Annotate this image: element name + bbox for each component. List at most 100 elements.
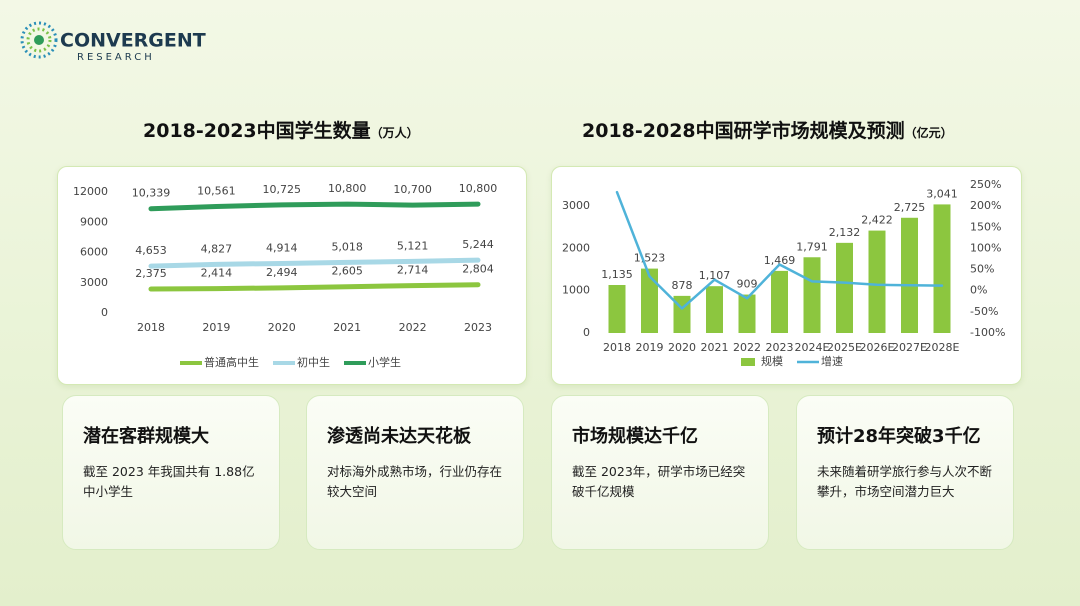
data-label: 4,914 (266, 241, 298, 254)
legend-swatch (741, 358, 755, 366)
x-tick-label: 2027E (892, 341, 927, 354)
y2-tick-label: 200% (970, 199, 1001, 212)
card-text: 未来随着研学旅行参与人次不断攀升，市场空间潜力巨大 (817, 464, 993, 499)
bar (836, 242, 853, 333)
card: 渗透尚未达天花板对标海外成熟市场，行业仍存在较大空间 (306, 395, 524, 550)
data-label: 909 (737, 278, 758, 291)
x-tick-label: 2019 (202, 321, 230, 334)
y-tick-label: 12000 (73, 185, 108, 198)
data-label: 1,135 (601, 268, 633, 281)
data-label: 5,018 (331, 240, 363, 253)
y-tick-label: 2000 (562, 241, 590, 254)
line (148, 282, 481, 292)
y-tick-label: 0 (583, 326, 590, 339)
data-label: 10,800 (459, 182, 498, 195)
logo-name: CONVERGENT (60, 30, 206, 52)
bar (901, 217, 918, 333)
x-tick-label: 2020 (668, 341, 696, 354)
card: 预计28年突破3千亿未来随着研学旅行参与人次不断攀升，市场空间潜力巨大 (796, 395, 1014, 550)
chart-unit: （万人） (370, 126, 419, 140)
y2-tick-label: 250% (970, 178, 1001, 191)
data-label: 3,041 (926, 187, 958, 200)
chart-unit: （亿元） (904, 126, 953, 140)
data-label: 2,804 (462, 263, 494, 276)
y-tick-label: 0 (101, 306, 108, 319)
logo-sub: RESEARCH (77, 52, 155, 63)
bar (608, 285, 626, 333)
data-label: 2,605 (331, 265, 363, 278)
card-text: 截至 2023年，研学市场已经突破千亿规模 (572, 464, 746, 499)
data-label: 2,725 (894, 201, 926, 214)
card-title: 潜在客群规模大 (83, 426, 209, 447)
data-label: 10,561 (197, 185, 236, 198)
data-label: 10,700 (393, 183, 432, 196)
x-tick-label: 2018 (603, 341, 631, 354)
x-tick-label: 2025E (827, 341, 862, 354)
data-label: 5,121 (397, 239, 429, 252)
y2-tick-label: 150% (970, 220, 1001, 233)
y-tick-label: 3000 (562, 199, 590, 212)
x-tick-label: 2018 (137, 321, 165, 334)
data-label: 5,244 (462, 238, 494, 251)
legend-label: 增速 (821, 354, 843, 368)
y2-tick-label: -50% (970, 305, 998, 318)
data-label: 1,107 (699, 269, 731, 282)
y2-tick-label: -100% (970, 326, 1005, 339)
data-label: 1,791 (796, 240, 828, 253)
card-text: 截至 2023 年我国共有 1.88亿中小学生 (83, 464, 255, 499)
data-label: 10,800 (328, 182, 367, 195)
y2-tick-label: 0% (970, 284, 987, 297)
x-tick-label: 2021 (333, 321, 361, 334)
legend-label: 规模 (761, 354, 783, 368)
data-label: 10,725 (263, 183, 302, 196)
x-tick-label: 2026E (860, 341, 895, 354)
x-tick-label: 2028E (925, 341, 960, 354)
bar (803, 257, 821, 333)
data-label: 4,827 (201, 242, 233, 255)
data-label: 2,375 (135, 267, 167, 280)
line (148, 201, 481, 212)
x-tick-label: 2022 (733, 341, 761, 354)
x-tick-label: 2020 (268, 321, 296, 334)
legend-label: 普通高中生 (204, 355, 259, 369)
x-tick-label: 2023 (464, 321, 492, 334)
y-tick-label: 1000 (562, 284, 590, 297)
card: 市场规模达千亿截至 2023年，研学市场已经突破千亿规模 (551, 395, 769, 550)
card-title: 市场规模达千亿 (572, 426, 698, 447)
y2-tick-label: 50% (970, 263, 994, 276)
data-label: 878 (672, 279, 693, 292)
x-tick-label: 2021 (701, 341, 729, 354)
legend-label: 初中生 (297, 355, 330, 369)
data-label: 2,714 (397, 264, 429, 277)
card-text: 对标海外成熟市场，行业仍存在较大空间 (327, 464, 503, 499)
legend-label: 小学生 (368, 355, 401, 369)
x-tick-label: 2023 (766, 341, 794, 354)
bar (868, 230, 886, 333)
card: 潜在客群规模大截至 2023 年我国共有 1.88亿中小学生 (62, 395, 280, 550)
y-tick-label: 6000 (80, 246, 108, 259)
bar (771, 270, 788, 333)
data-label: 2,422 (861, 214, 893, 227)
y-tick-label: 9000 (80, 215, 108, 228)
bar (738, 294, 756, 333)
x-tick-label: 2022 (399, 321, 427, 334)
data-label: 4,653 (135, 244, 167, 257)
chart-title: 2018-2023中国学生数量（万人） (143, 120, 419, 142)
line (615, 190, 944, 310)
data-label: 10,339 (132, 187, 171, 200)
card-title: 预计28年突破3千亿 (817, 426, 981, 447)
y2-tick-label: 100% (970, 241, 1001, 254)
bar (706, 286, 723, 333)
data-label: 2,494 (266, 266, 298, 279)
x-tick-label: 2024E (795, 341, 830, 354)
data-label: 2,132 (829, 226, 861, 239)
data-label: 2,414 (201, 267, 233, 280)
data-label: 1,523 (634, 252, 666, 265)
line (148, 257, 481, 269)
logo-icon (20, 21, 58, 59)
bar (933, 204, 951, 333)
card-title: 渗透尚未达天花板 (327, 426, 471, 447)
data-label: 1,469 (764, 254, 796, 267)
